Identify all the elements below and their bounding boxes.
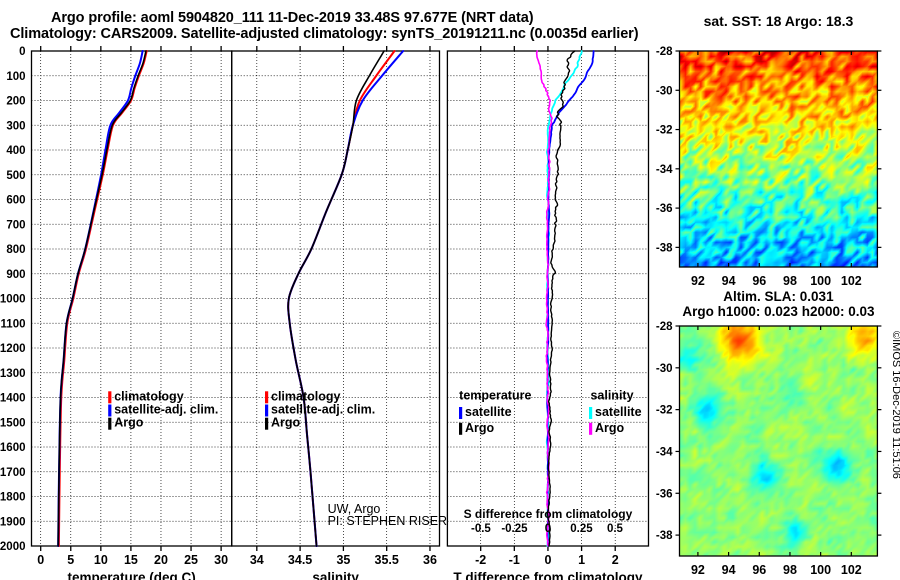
svg-text:-30: -30: [656, 85, 673, 97]
svg-text:-0.25: -0.25: [501, 523, 528, 535]
svg-text:0: 0: [545, 523, 551, 535]
svg-text:1300: 1300: [0, 368, 26, 380]
svg-text:Altim. SLA: 0.031: Altim. SLA: 0.031: [723, 289, 834, 304]
svg-text:700: 700: [6, 219, 25, 231]
svg-text:-28: -28: [656, 321, 673, 333]
svg-text:1900: 1900: [0, 516, 26, 528]
svg-text:35: 35: [336, 553, 350, 567]
svg-text:300: 300: [6, 120, 25, 132]
svg-text:34.5: 34.5: [288, 553, 312, 567]
svg-text:temperature (deg C): temperature (deg C): [67, 570, 195, 580]
svg-text:-38: -38: [656, 242, 673, 254]
svg-text:92: 92: [691, 274, 705, 288]
svg-text:1500: 1500: [0, 417, 26, 429]
svg-text:92: 92: [691, 563, 705, 577]
svg-text:temperature: temperature: [459, 389, 531, 403]
svg-text:satellite-adj. clim.: satellite-adj. clim.: [114, 403, 218, 417]
svg-text:Argo: Argo: [271, 416, 301, 430]
svg-text:-32: -32: [656, 405, 673, 417]
svg-text:25: 25: [184, 553, 198, 567]
svg-text:35.5: 35.5: [375, 553, 399, 567]
svg-text:34: 34: [250, 553, 264, 567]
svg-text:200: 200: [6, 96, 25, 108]
svg-text:0.25: 0.25: [570, 523, 593, 535]
svg-text:102: 102: [841, 274, 862, 288]
svg-text:94: 94: [722, 274, 736, 288]
svg-text:PI: STEPHEN RISER: PI: STEPHEN RISER: [328, 514, 447, 528]
svg-text:20: 20: [154, 553, 168, 567]
svg-text:-38: -38: [656, 530, 673, 542]
svg-text:1100: 1100: [1, 318, 26, 330]
svg-text:©IMOS 16-Dec-2019 11:51:06: ©IMOS 16-Dec-2019 11:51:06: [890, 331, 900, 479]
svg-text:-28: -28: [656, 46, 673, 58]
svg-text:1700: 1700: [0, 467, 26, 479]
svg-text:-0.5: -0.5: [471, 523, 491, 535]
svg-text:satellite: satellite: [595, 405, 642, 419]
svg-text:sat. SST: 18 Argo: 18.3: sat. SST: 18 Argo: 18.3: [704, 13, 854, 29]
svg-text:500: 500: [6, 170, 25, 182]
svg-text:-1: -1: [509, 553, 520, 567]
svg-text:salinity: salinity: [312, 570, 359, 580]
svg-text:0.5: 0.5: [607, 523, 624, 535]
svg-text:100: 100: [810, 563, 831, 577]
svg-text:98: 98: [783, 563, 797, 577]
svg-text:S difference from climatology: S difference from climatology: [464, 507, 633, 521]
svg-text:96: 96: [752, 563, 766, 577]
svg-text:96: 96: [752, 274, 766, 288]
svg-text:-34: -34: [656, 446, 673, 458]
svg-text:1600: 1600: [0, 442, 26, 454]
svg-text:-36: -36: [656, 488, 673, 500]
svg-text:900: 900: [6, 269, 25, 281]
svg-text:2: 2: [612, 553, 619, 567]
svg-text:-34: -34: [656, 164, 673, 176]
svg-text:1200: 1200: [0, 343, 26, 355]
svg-text:400: 400: [6, 145, 25, 157]
svg-text:Argo: Argo: [595, 421, 625, 435]
svg-text:100: 100: [6, 71, 25, 83]
svg-text:1800: 1800: [0, 492, 26, 504]
svg-text:94: 94: [722, 563, 736, 577]
svg-text:1400: 1400: [0, 393, 26, 405]
svg-text:600: 600: [6, 195, 25, 207]
svg-text:-36: -36: [656, 203, 673, 215]
svg-text:0: 0: [544, 553, 551, 567]
svg-text:satellite-adj. clim.: satellite-adj. clim.: [271, 403, 375, 417]
svg-text:-2: -2: [475, 553, 486, 567]
svg-text:36: 36: [423, 553, 437, 567]
svg-text:0: 0: [19, 46, 25, 58]
svg-text:-32: -32: [656, 125, 673, 137]
svg-text:102: 102: [841, 563, 862, 577]
svg-text:climatology: climatology: [114, 389, 184, 403]
svg-text:1: 1: [578, 553, 585, 567]
svg-text:15: 15: [124, 553, 138, 567]
svg-text:100: 100: [810, 274, 831, 288]
svg-text:30: 30: [214, 553, 228, 567]
svg-text:1000: 1000: [0, 294, 26, 306]
svg-text:Argo h1000: 0.023 h2000: 0.03: Argo h1000: 0.023 h2000: 0.03: [682, 304, 875, 319]
svg-text:0: 0: [37, 553, 44, 567]
svg-text:98: 98: [783, 274, 797, 288]
svg-text:Argo: Argo: [114, 416, 144, 430]
svg-text:-30: -30: [656, 363, 673, 375]
svg-text:800: 800: [6, 244, 25, 256]
svg-text:salinity: salinity: [590, 389, 633, 403]
svg-text:5: 5: [67, 553, 74, 567]
svg-text:Argo: Argo: [465, 421, 495, 435]
svg-text:2000: 2000: [0, 541, 26, 553]
svg-text:satellite: satellite: [465, 405, 512, 419]
svg-text:T difference from climatology: T difference from climatology: [453, 570, 643, 580]
svg-text:10: 10: [94, 553, 108, 567]
svg-text:climatology: climatology: [271, 389, 341, 403]
